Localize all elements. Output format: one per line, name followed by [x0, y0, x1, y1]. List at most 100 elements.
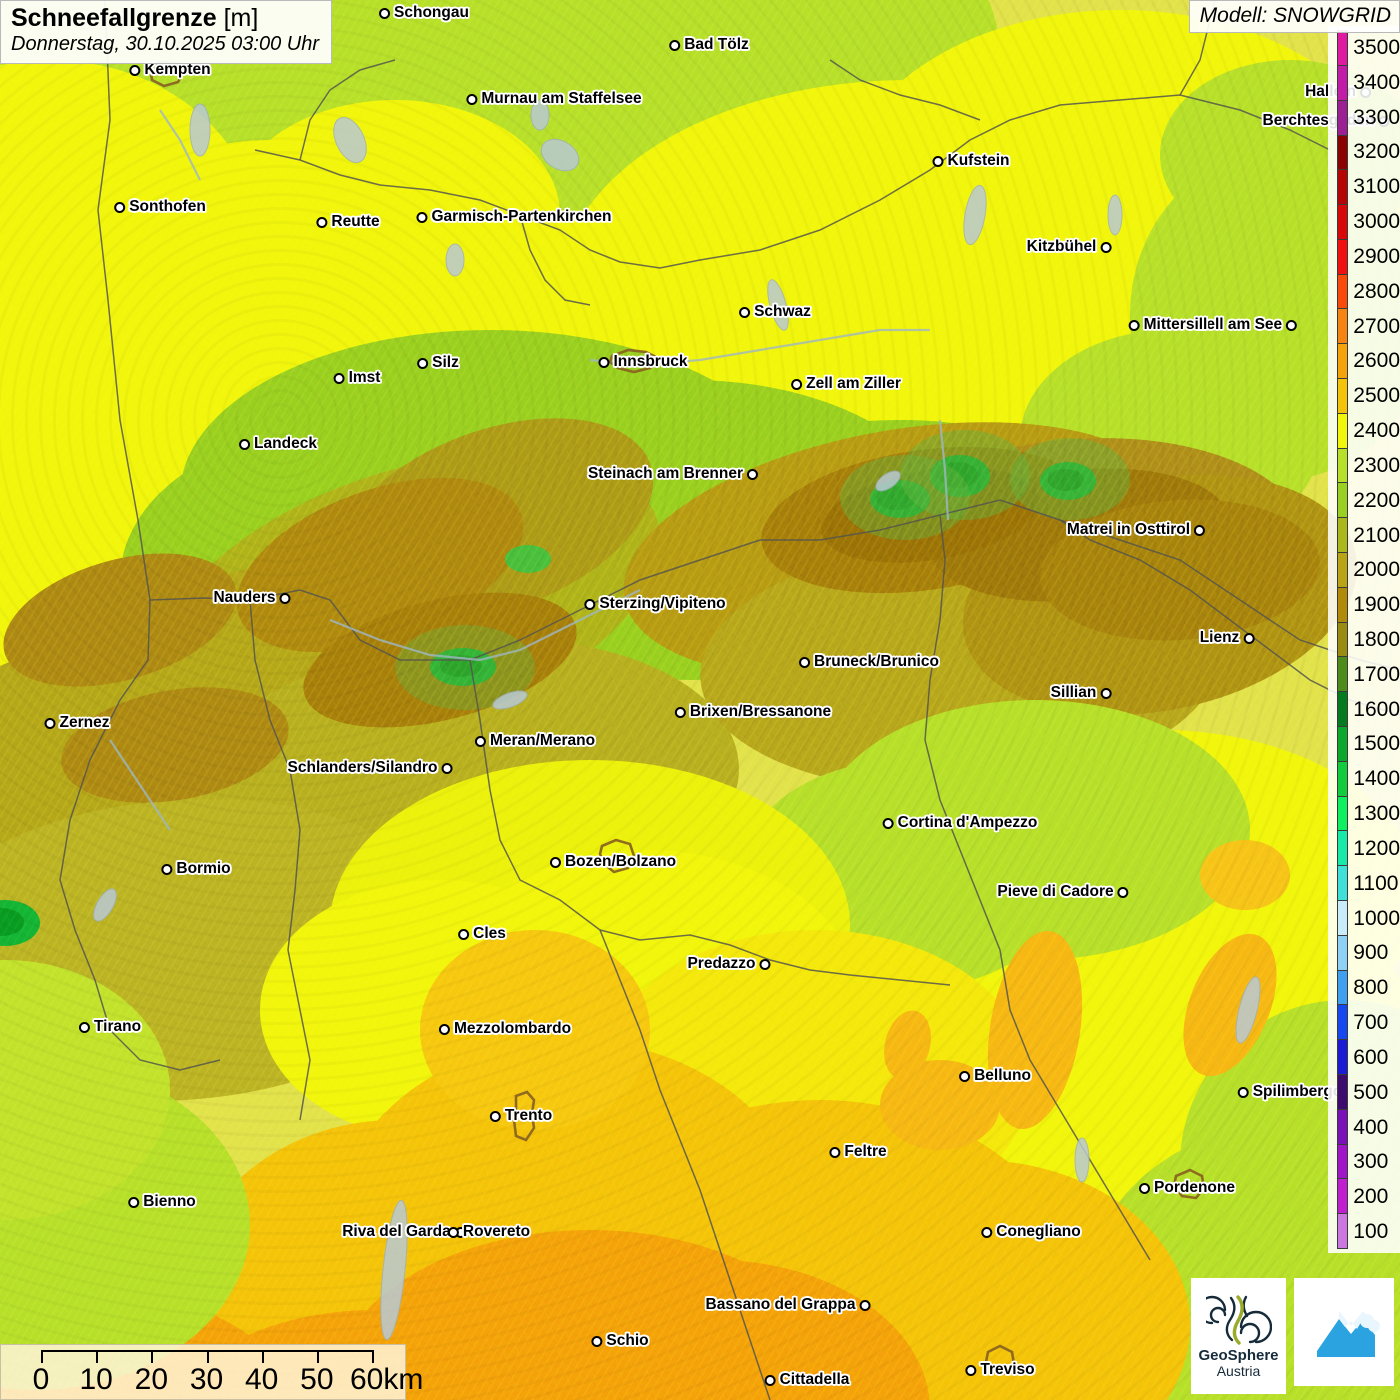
city-marker[interactable]: Belluno [959, 1067, 1031, 1085]
legend-swatch [1337, 656, 1349, 692]
city-marker[interactable]: Innsbruck [598, 353, 688, 371]
city-marker[interactable]: Pordenone [1139, 1179, 1235, 1197]
city-marker[interactable]: Murnau am Staffelsee [466, 90, 642, 108]
city-marker[interactable]: Schio [591, 1332, 649, 1350]
legend-swatch [1337, 900, 1349, 935]
city-label: Cles [473, 925, 506, 942]
city-marker[interactable]: Kitzbühel [1027, 238, 1112, 256]
city-marker[interactable]: Schongau [379, 4, 469, 22]
city-marker[interactable]: Landeck [239, 435, 317, 453]
city-label: Riva del Garda [342, 1223, 451, 1240]
city-marker[interactable]: Sterzing/Vipiteno [584, 595, 726, 613]
city-marker[interactable]: Imst [333, 369, 380, 387]
city-label: Bruneck/Brunico [814, 653, 939, 670]
city-marker[interactable]: Matrei in Osttirol [1067, 521, 1206, 539]
legend-color-bar [1337, 30, 1349, 1249]
city-dot-icon [1100, 241, 1112, 253]
scale-tick [316, 1350, 319, 1363]
page-title: Schneefallgrenze [m] [11, 5, 319, 32]
scale-label: 40 [244, 1363, 279, 1396]
city-label: Bad Tölz [684, 36, 749, 53]
city-marker[interactable]: Cortina d'Ampezzo [882, 814, 1037, 832]
city-label: Lienz [1199, 629, 1240, 646]
city-marker[interactable]: Bozen/Bolzano [549, 853, 676, 871]
city-marker[interactable]: Mezzolombardo [438, 1020, 571, 1038]
city-dot-icon [674, 706, 686, 718]
city-marker[interactable]: Cles [458, 925, 506, 943]
city-dot-icon [466, 93, 478, 105]
lake-shape [492, 690, 528, 710]
city-marker[interactable]: Spilimbergo [1237, 1083, 1342, 1101]
legend-swatch [1337, 1143, 1349, 1179]
city-marker[interactable]: Sillian [1051, 684, 1112, 702]
city-marker[interactable]: Bad Tölz [669, 36, 749, 54]
city-marker[interactable]: Brixen/Bressanone [674, 703, 831, 721]
city-marker[interactable]: Schwaz [739, 303, 811, 321]
legend-tick-label: 1000 [1353, 906, 1400, 930]
city-dot-icon [316, 216, 328, 228]
city-marker[interactable]: Bruneck/Brunico [799, 653, 939, 671]
city-marker[interactable]: Predazzo [687, 955, 771, 973]
city-label: Coneglianо [996, 1223, 1081, 1240]
legend-swatch [1337, 447, 1349, 483]
legend-swatch [1337, 621, 1349, 657]
city-marker[interactable]: Bormio [161, 860, 231, 878]
city-marker[interactable]: Lienz [1200, 629, 1255, 647]
city-marker[interactable]: Zernez [44, 714, 109, 732]
legend-swatch [1337, 517, 1349, 553]
city-label: Garmisch-Partenkirchen [431, 208, 612, 225]
city-marker[interactable]: Garmisch-Partenkirchen [416, 208, 612, 226]
legend-tick-label: 1100 [1353, 871, 1399, 895]
color-legend[interactable]: 100 200 300 400 500 600 700 800 900 1000 1100 1200 1… [1328, 26, 1400, 1253]
city-label: Mittersill [1143, 316, 1208, 333]
city-marker[interactable]: Schlanders/Silandro [288, 759, 453, 777]
city-label: Zell am See [1196, 316, 1283, 333]
geosphere-austria-logo[interactable]: GeoSphere Austria [1191, 1278, 1286, 1394]
city-marker[interactable]: Meran/Merano [474, 732, 595, 750]
city-marker[interactable]: Sonthofen [114, 198, 206, 216]
city-label: Kitzbühel [1026, 238, 1097, 255]
city-dot-icon [447, 1226, 459, 1238]
snow-forecast-logo[interactable] [1294, 1278, 1394, 1386]
lake-shape [1074, 1137, 1090, 1183]
city-marker[interactable]: Steinach am Brenner [588, 465, 759, 483]
legend-swatch [1337, 308, 1349, 344]
city-marker[interactable]: Silz [417, 354, 459, 372]
title-box: Schneefallgrenze [m] Donnerstag, 30.10.2… [0, 0, 332, 64]
legend-tick-label: 3100 [1353, 175, 1400, 199]
city-marker[interactable]: Zell am Ziller [791, 375, 901, 393]
city-marker[interactable]: Kempten [129, 61, 211, 79]
city-label: Belluno [974, 1067, 1031, 1084]
scale-bar-labels: 0 10 20 30 40 50 60km [7, 1363, 424, 1397]
legend-tick-label: 3500 [1353, 35, 1400, 59]
city-marker[interactable]: Coneglianо [981, 1223, 1081, 1241]
city-marker[interactable]: Pieve di Cadore [997, 883, 1129, 901]
legend-tick-labels: 100 200 300 400 500 600 700 800 900 1000 1100 1200 1… [1348, 30, 1400, 1249]
city-marker[interactable]: Feltre [829, 1143, 887, 1161]
city-marker[interactable]: Nauders [213, 589, 291, 607]
city-marker[interactable]: Tirano [78, 1018, 141, 1036]
city-marker[interactable]: Bassano del Grappa [706, 1296, 871, 1314]
model-label: Modell: SNOWGRID [1188, 0, 1400, 33]
city-marker[interactable]: Kufstein [932, 152, 1010, 170]
city-dot-icon [333, 372, 345, 384]
legend-tick-label: 2400 [1353, 419, 1400, 443]
city-marker[interactable]: Cittadella [764, 1371, 849, 1389]
river-line [589, 328, 930, 367]
legend-tick-label: 2600 [1353, 349, 1400, 373]
city-label: Schlanders/Silandro [287, 759, 438, 776]
city-marker[interactable]: Trento [489, 1107, 552, 1125]
legend-swatch [1337, 552, 1349, 587]
lake-shape [93, 888, 117, 922]
legend-swatch [1337, 1039, 1349, 1075]
city-marker[interactable]: Mittersill [1128, 316, 1208, 334]
city-dot-icon [598, 356, 610, 368]
city-marker[interactable]: Treviso [965, 1361, 1035, 1379]
city-marker[interactable]: Zell am See [1196, 316, 1298, 334]
city-marker[interactable]: Rovereto [447, 1223, 530, 1241]
city-dot-icon [739, 306, 751, 318]
scale-label: 10 [79, 1363, 113, 1396]
city-marker[interactable]: Bienno [128, 1193, 196, 1211]
legend-swatch [1337, 726, 1349, 761]
city-marker[interactable]: Reutte [316, 213, 380, 231]
